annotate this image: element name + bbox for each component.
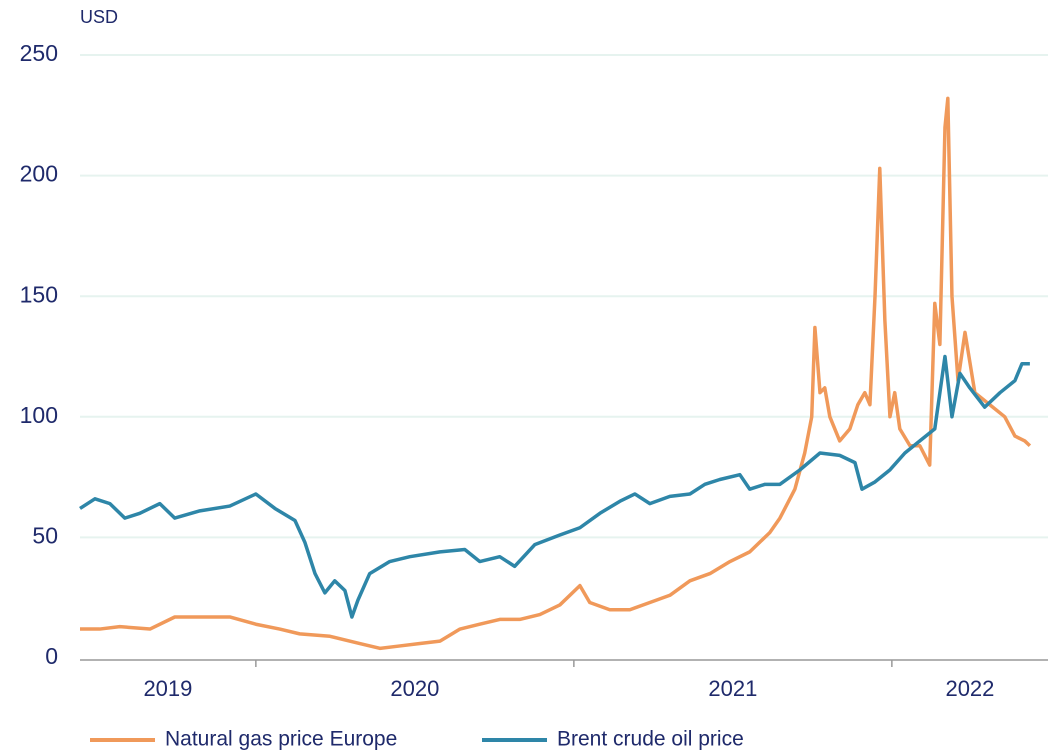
series-line bbox=[79, 354, 1030, 619]
series-line bbox=[80, 96, 1032, 651]
y-tick-label: 50 bbox=[32, 522, 58, 548]
legend-label: Brent crude oil price bbox=[557, 728, 744, 751]
y-tick-label: 250 bbox=[20, 40, 58, 66]
y-tick-label: 0 bbox=[45, 643, 58, 669]
y-tick-label: 150 bbox=[20, 281, 58, 307]
y-tick-label: 200 bbox=[20, 161, 58, 187]
x-tick-label: 2019 bbox=[143, 676, 192, 701]
y-unit: USD bbox=[80, 7, 118, 27]
legend-label: Natural gas price Europe bbox=[165, 728, 397, 751]
x-tick-label: 2021 bbox=[708, 676, 757, 701]
x-tick-label: 2020 bbox=[390, 676, 439, 701]
y-tick-label: 100 bbox=[20, 402, 58, 428]
x-tick-label: 2022 bbox=[945, 676, 994, 701]
